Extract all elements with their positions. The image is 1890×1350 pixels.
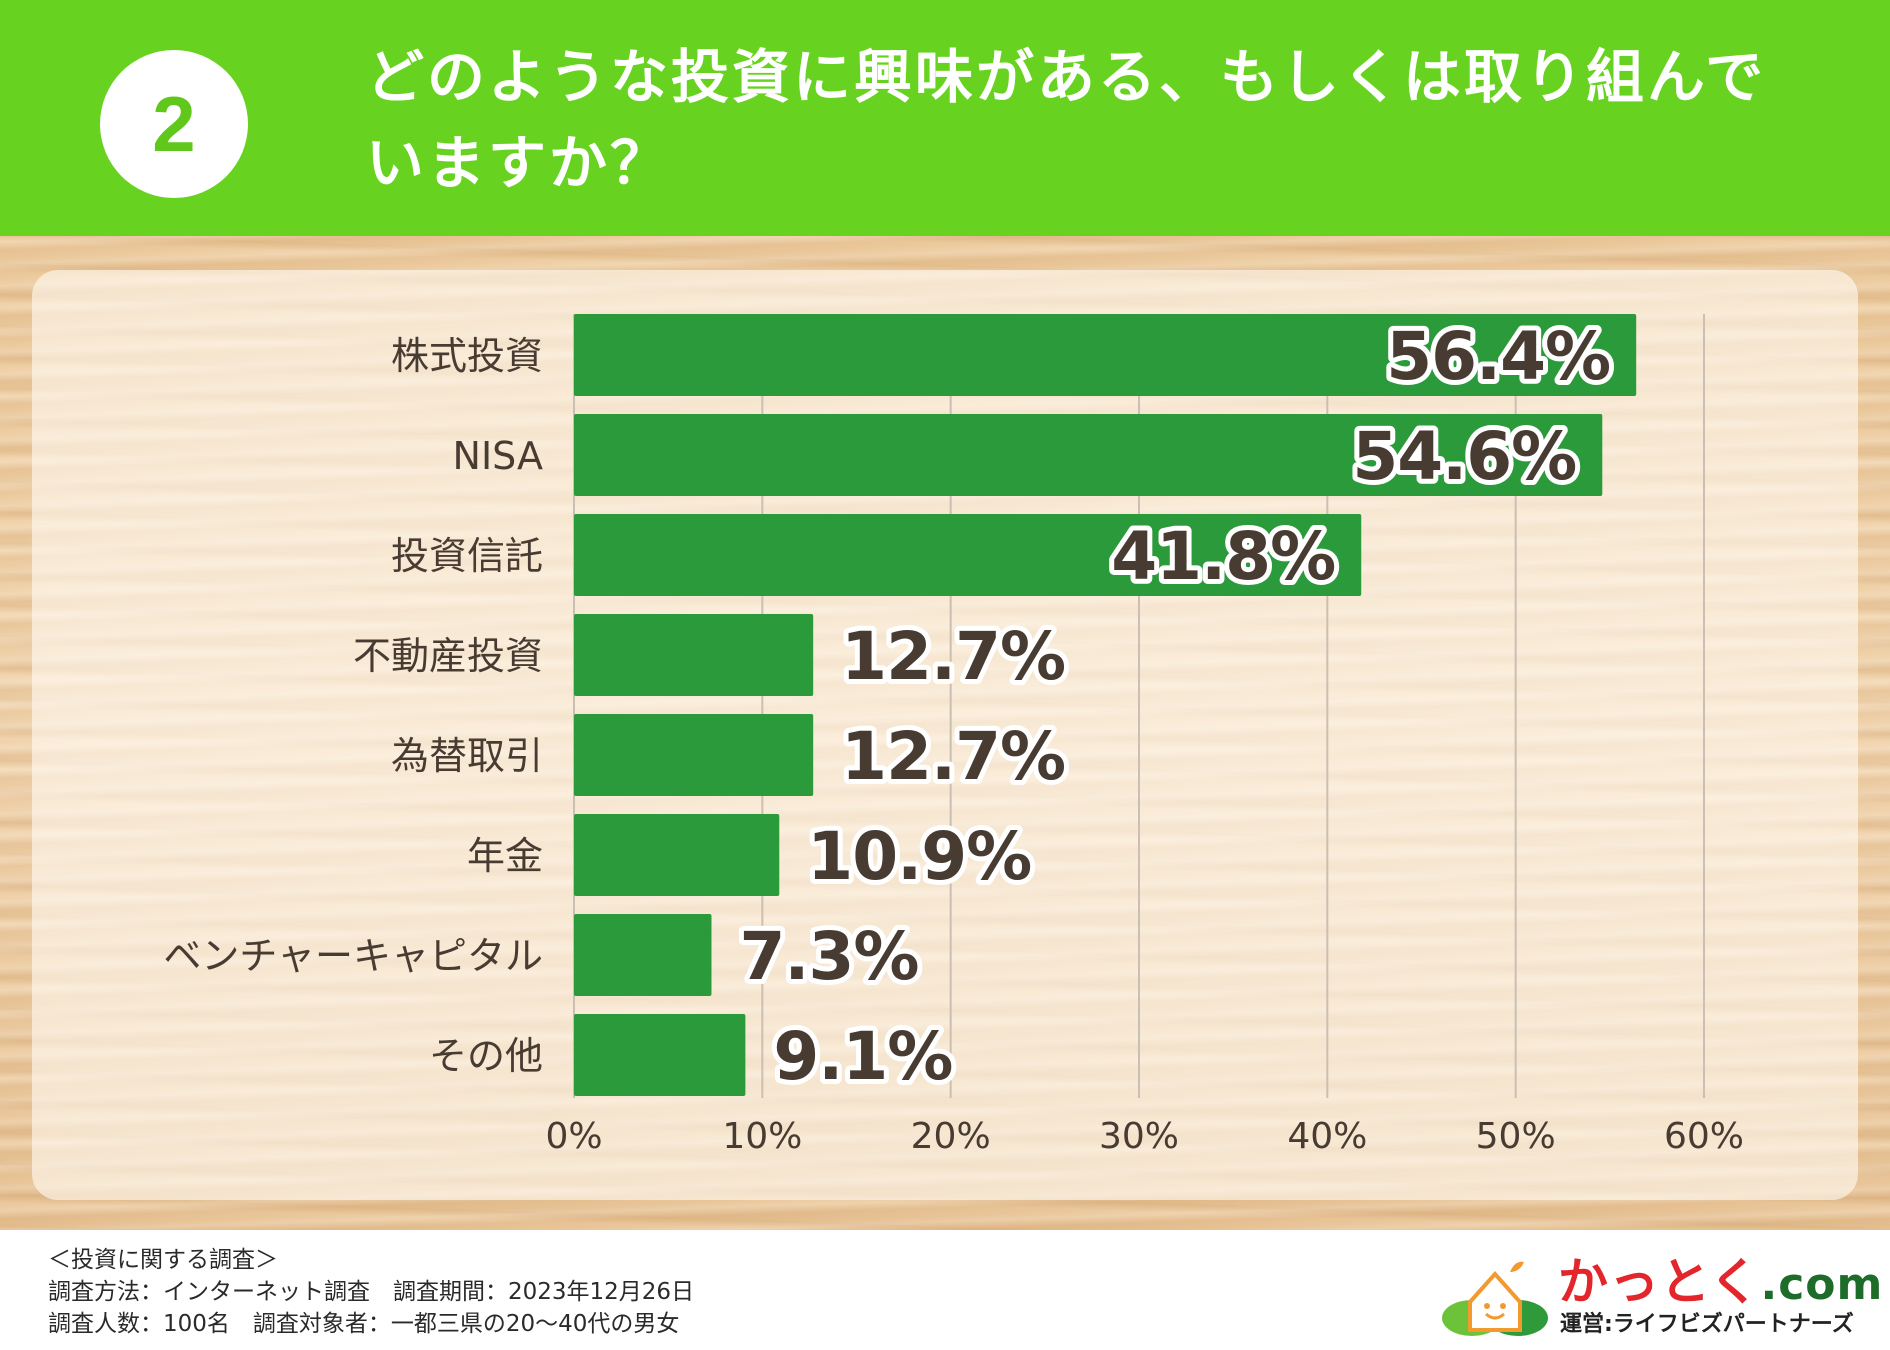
bar (574, 314, 1637, 396)
question-title-line1: どのような投資に興味がある、もしくは取り組んで (366, 43, 1767, 111)
x-tick-label: 50% (1476, 1116, 1556, 1157)
bar (574, 414, 1603, 496)
value-label: 41.8% (1111, 518, 1335, 595)
x-tick-label: 60% (1664, 1116, 1744, 1157)
site-logo[interactable]: かっとく.com 運営:ライフビズパートナーズ (1440, 1242, 1882, 1342)
question-number-badge: 2 (100, 50, 248, 198)
x-axis-tick-labels: 0% 10% 20% 30% 40% 50% 60% (545, 1116, 1744, 1157)
bar (574, 714, 814, 796)
x-tick-label: 10% (722, 1116, 802, 1157)
value-label: 12.7% (841, 718, 1065, 795)
category-label: ベンチャーキャピタル (163, 934, 543, 978)
bar (574, 514, 1362, 596)
category-label: NISA (453, 434, 543, 478)
bars (574, 314, 1637, 1096)
x-tick-label: 30% (1099, 1116, 1179, 1157)
header-bar: 2 どのような投資に興味がある、もしくは取り組んで いますか？ (0, 0, 1890, 236)
bar (574, 614, 814, 696)
category-label: 不動産投資 (353, 634, 543, 678)
bar (574, 1014, 746, 1096)
value-label: 56.4% (1386, 318, 1610, 395)
question-title: どのような投資に興味がある、もしくは取り組んで いますか？ (366, 34, 1836, 206)
survey-method: 調査方法：インターネット調査 調査期間：2023年12月26日 (48, 1279, 695, 1305)
house-sprout-icon (1442, 1261, 1548, 1336)
logo-name: かっとく (1558, 1253, 1761, 1311)
category-label: 株式投資 (391, 334, 543, 378)
footer: ＜投資に関する調査＞ 調査方法：インターネット調査 調査期間：2023年12月2… (0, 1230, 1890, 1350)
question-title-line2: いますか？ (366, 129, 672, 197)
survey-heading: ＜投資に関する調査＞ (48, 1247, 278, 1273)
bar (574, 914, 712, 996)
category-label: 年金 (467, 834, 543, 878)
value-label: 54.6% (1352, 418, 1576, 495)
survey-sample: 調査人数：100名 調査対象者：一都三県の20〜40代の男女 (48, 1311, 680, 1337)
value-label: 10.9% (807, 818, 1031, 895)
x-tick-label: 0% (545, 1116, 602, 1157)
logo-wordmark: かっとく.com (1558, 1242, 1883, 1314)
category-label: その他 (429, 1034, 543, 1078)
category-label: 為替取引 (391, 734, 543, 778)
x-tick-label: 20% (911, 1116, 991, 1157)
category-label: 投資信託 (391, 534, 543, 578)
x-tick-label: 40% (1287, 1116, 1367, 1157)
value-labels: 56.4% 54.6%41.8% 12.7% 12.7% 10.9% 7.3% 9.1% (734, 313, 1616, 1100)
value-label: 7.3% (739, 918, 918, 995)
value-label: 12.7% (841, 618, 1065, 695)
logo-operator: 運営:ライフビズパートナーズ (1560, 1312, 1854, 1337)
bar (574, 814, 780, 896)
value-label: 9.1% (773, 1018, 952, 1095)
logo-suffix: .com (1760, 1259, 1884, 1310)
